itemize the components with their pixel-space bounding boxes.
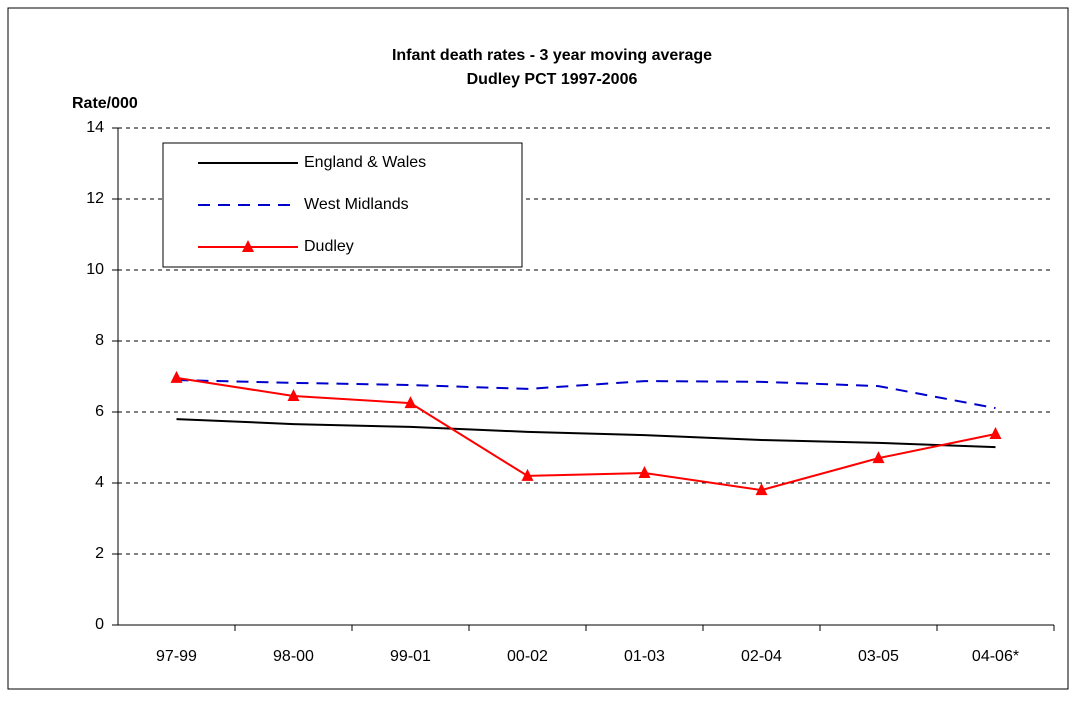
x-tick-label: 00-02 bbox=[507, 648, 548, 665]
x-tick-label: 02-04 bbox=[741, 648, 782, 665]
y-tick-label: 8 bbox=[95, 332, 104, 349]
point-marker bbox=[872, 451, 885, 464]
y-axis-label: Rate/000 bbox=[72, 95, 138, 112]
point-marker bbox=[989, 427, 1002, 440]
point-marker bbox=[287, 389, 300, 402]
chart-subtitle: Dudley PCT 1997-2006 bbox=[467, 71, 638, 88]
point-marker bbox=[638, 466, 651, 479]
series-line bbox=[176, 418, 996, 449]
legend-label: England & Wales bbox=[304, 154, 426, 171]
chart-title: Infant death rates - 3 year moving avera… bbox=[392, 47, 712, 64]
legend-marker bbox=[242, 240, 254, 252]
legend-label: West Midlands bbox=[304, 196, 409, 213]
y-tick-label: 6 bbox=[95, 403, 104, 420]
point-marker bbox=[755, 483, 768, 496]
series-line bbox=[176, 379, 996, 410]
y-tick-label: 0 bbox=[95, 616, 104, 633]
y-tick-label: 10 bbox=[86, 261, 104, 278]
chart-frame bbox=[7, 7, 1069, 690]
point-marker bbox=[170, 370, 183, 383]
x-tick-label: 01-03 bbox=[624, 648, 665, 665]
x-tick-label: 98-00 bbox=[273, 648, 314, 665]
y-tick-label: 12 bbox=[86, 190, 104, 207]
x-tick-label: 04-06* bbox=[972, 648, 1019, 665]
x-tick-label: 97-99 bbox=[156, 648, 197, 665]
x-tick-label: 99-01 bbox=[390, 648, 431, 665]
y-tick-label: 4 bbox=[95, 474, 104, 491]
y-tick-label: 14 bbox=[86, 119, 104, 136]
point-marker bbox=[404, 396, 417, 409]
y-tick-label: 2 bbox=[95, 545, 104, 562]
x-tick-label: 03-05 bbox=[858, 648, 899, 665]
point-marker bbox=[521, 468, 534, 481]
series-line bbox=[176, 376, 996, 492]
legend-label: Dudley bbox=[304, 238, 354, 255]
